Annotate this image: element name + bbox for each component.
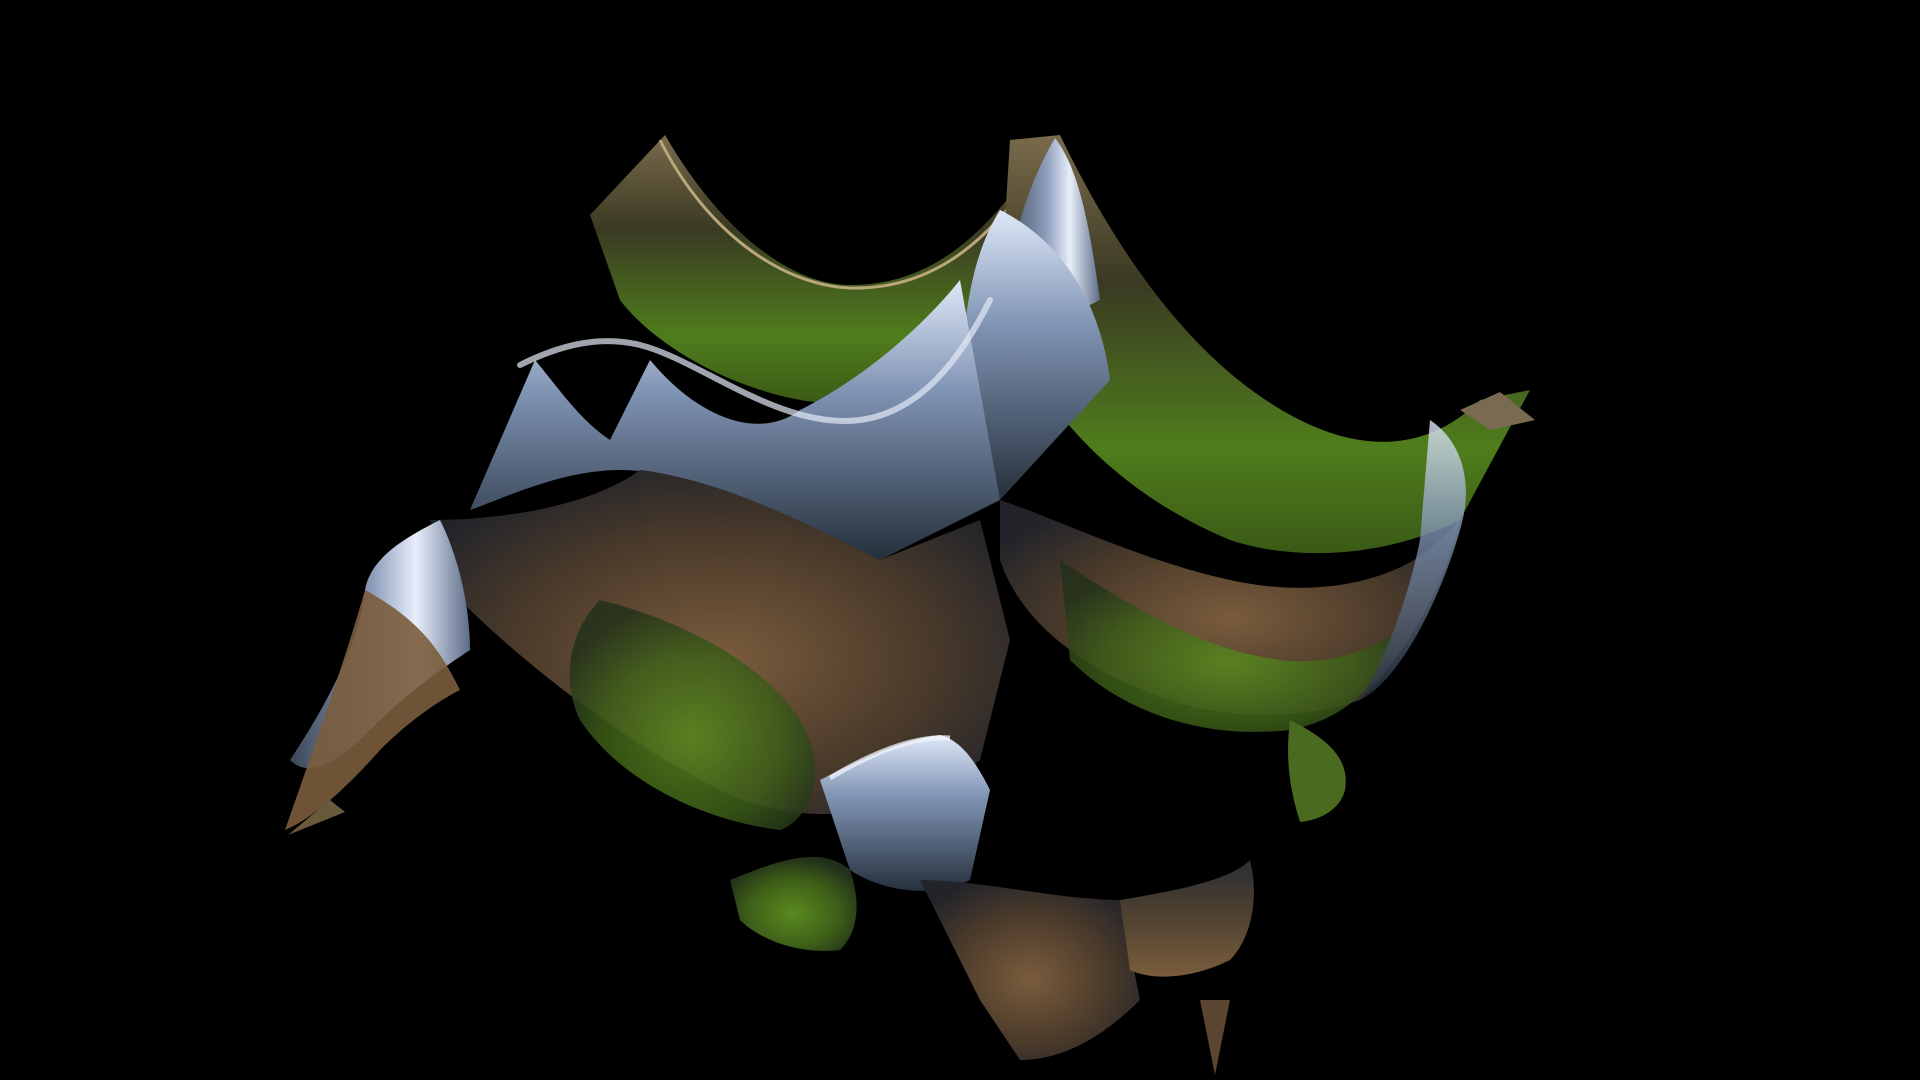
- front-steel-highlight: [828, 735, 951, 781]
- mid-left-steel: [470, 280, 1000, 560]
- far-right-tip: [1460, 392, 1535, 430]
- front-right-trough: [1120, 860, 1254, 977]
- left-tip: [288, 800, 345, 835]
- left-brown-wing: [285, 590, 460, 830]
- right-mid-green-basin: [1060, 560, 1400, 732]
- central-brown-basin: [430, 470, 1010, 814]
- front-left-trough: [730, 856, 857, 951]
- back-right-trough: [1000, 135, 1530, 554]
- right-lower-green-trough: [1288, 720, 1346, 822]
- front-center-brown: [920, 880, 1140, 1060]
- back-left-ridge-edge: [658, 139, 1042, 290]
- right-steel-slope: [1360, 420, 1466, 700]
- central-green-basin: [569, 600, 815, 830]
- front-bottom-tip: [1200, 1000, 1230, 1075]
- mid-left-highlight: [517, 297, 993, 424]
- back-steel-ridge-b: [960, 210, 1110, 500]
- front-steel-ridge: [820, 735, 990, 891]
